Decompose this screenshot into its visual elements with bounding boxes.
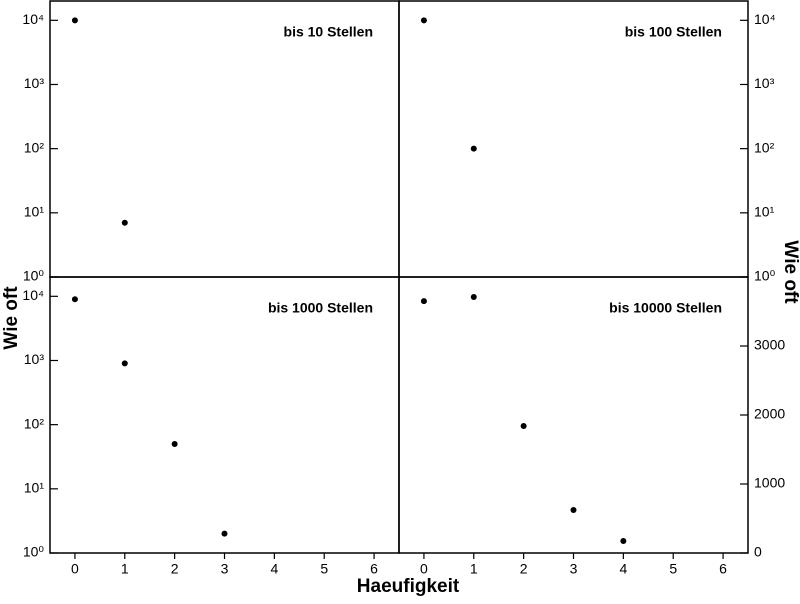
- y-tick-label: 1000: [754, 475, 785, 491]
- y-tick-label: 10²: [24, 415, 45, 431]
- panel-title: bis 1000 Stellen: [268, 300, 373, 316]
- plot-frame: [49, 0, 400, 278]
- point: [71, 17, 78, 24]
- x-axis-label: Haeufigkeit: [357, 576, 460, 597]
- point: [470, 294, 477, 301]
- x-tick-label: 5: [320, 561, 328, 577]
- y-tick-label: 10⁴: [754, 11, 776, 27]
- y-tick-label: 10¹: [24, 480, 45, 496]
- y-tick-label: 10⁴: [22, 287, 44, 303]
- y-tick-label: 10⁴: [22, 11, 44, 27]
- y-tick-label: 10³: [754, 75, 775, 91]
- point: [420, 298, 427, 305]
- y-axis-label: Wie oft: [1, 286, 22, 350]
- point: [171, 440, 178, 447]
- y-tick-label: 10⁰: [754, 268, 776, 284]
- point: [620, 537, 627, 544]
- x-tick-label: 2: [520, 561, 528, 577]
- x-tick-label: 4: [619, 561, 627, 577]
- x-tick-label: 1: [470, 561, 478, 577]
- point: [570, 507, 577, 514]
- y-tick-label: 10²: [754, 139, 775, 155]
- y-tick-label: 10³: [24, 75, 45, 91]
- panel-title: bis 100 Stellen: [625, 24, 722, 40]
- point: [121, 219, 128, 226]
- y-tick-label: 2000: [754, 406, 785, 422]
- x-tick-label: 2: [171, 561, 179, 577]
- panel-title: bis 10000 Stellen: [609, 300, 722, 316]
- x-tick-label: 0: [420, 561, 428, 577]
- point: [121, 360, 128, 367]
- point: [470, 145, 477, 152]
- x-tick-label: 1: [121, 561, 129, 577]
- y-tick-label: 10³: [24, 351, 45, 367]
- y-tick-label: 10⁰: [23, 268, 45, 284]
- x-tick-label: 4: [270, 561, 278, 577]
- x-tick-label: 6: [719, 561, 727, 577]
- y-tick-label: 3000: [754, 337, 785, 353]
- y-tick-label: 10¹: [24, 204, 45, 220]
- panel-title: bis 10 Stellen: [284, 24, 373, 40]
- y-axis-label: Wie oft: [780, 240, 800, 304]
- plot-frame: [49, 276, 400, 554]
- x-tick-label: 6: [370, 561, 378, 577]
- y-tick-label: 10¹: [754, 204, 775, 220]
- plot-frame: [398, 0, 749, 278]
- y-tick-label: 10²: [24, 139, 45, 155]
- y-tick-label: 0: [754, 544, 762, 560]
- point: [420, 17, 427, 24]
- x-tick-label: 5: [669, 561, 677, 577]
- point: [71, 296, 78, 303]
- x-tick-label: 3: [221, 561, 229, 577]
- x-tick-label: 3: [570, 561, 578, 577]
- point: [520, 423, 527, 430]
- x-tick-label: 0: [71, 561, 79, 577]
- point: [221, 530, 228, 537]
- y-tick-label: 10⁰: [23, 544, 45, 560]
